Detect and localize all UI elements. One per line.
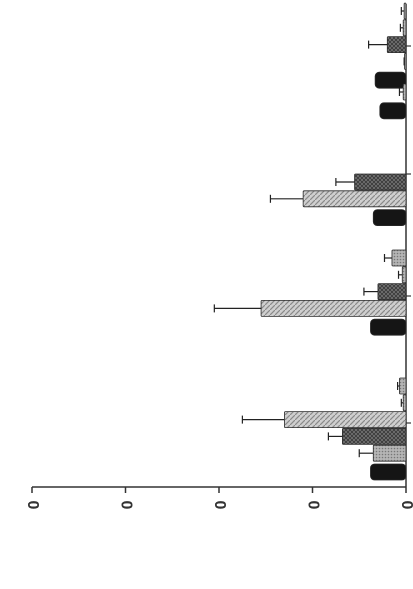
bar — [391, 249, 407, 267]
value-tick-label: 0 — [118, 501, 135, 510]
bar — [342, 427, 407, 445]
bar — [354, 173, 407, 191]
value-tick-label: 0 — [305, 501, 322, 510]
bar — [374, 71, 407, 89]
value-tick-label: 0 — [398, 501, 413, 510]
value-tick-label: 0 — [24, 501, 41, 510]
bar — [379, 102, 407, 120]
bar — [370, 318, 407, 336]
bar — [403, 2, 407, 20]
bar — [402, 394, 407, 412]
bar — [402, 83, 407, 101]
bar — [284, 411, 407, 429]
bar — [260, 299, 407, 317]
bar — [399, 377, 407, 395]
bar — [372, 209, 407, 227]
bar — [302, 190, 407, 208]
bar — [370, 463, 407, 481]
bars — [213, 2, 407, 481]
bar — [377, 283, 407, 301]
bar — [386, 36, 407, 53]
value-tick-label: 0 — [211, 501, 228, 510]
bar — [402, 19, 407, 37]
bar — [401, 266, 407, 284]
bar — [372, 444, 407, 462]
